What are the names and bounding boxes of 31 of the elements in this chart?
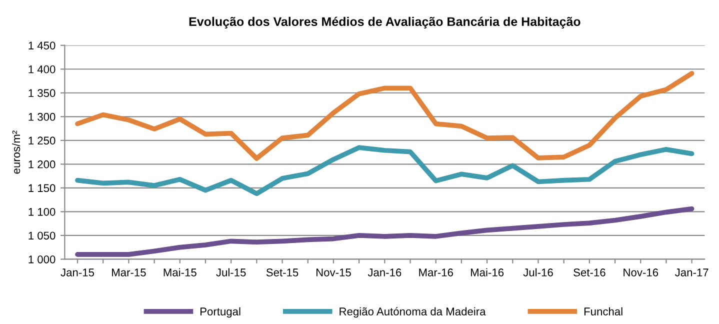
x-tick-label: Mai-15: [164, 268, 196, 276]
y-tick-label: 1 300: [28, 112, 56, 121]
line-series: [75, 206, 694, 257]
x-tick-label: Set-15: [266, 268, 298, 276]
y-tick-label: 1 450: [28, 42, 56, 50]
x-tick-label: Jan-16: [368, 268, 402, 276]
x-tick-label: Nov-15: [316, 268, 351, 276]
line-series: [75, 70, 694, 161]
x-tick-label: Set-16: [574, 268, 606, 276]
y-tick-label: 1 150: [28, 184, 56, 192]
y-tick-label: 1 100: [28, 208, 56, 216]
x-tick-label: Jan-15: [60, 268, 94, 276]
y-tick-label: 1 350: [28, 89, 56, 98]
legend-label: Portugal: [200, 307, 240, 318]
legend-label: Região Autónoma da Madeira: [340, 307, 486, 318]
x-tick-label: Mai-16: [470, 268, 504, 276]
x-tick-label: Jul-16: [523, 268, 553, 276]
y-axis-title: euros/m²: [12, 130, 20, 174]
y-tick-label: 1 400: [28, 65, 56, 74]
y-tick-label: 1 200: [28, 160, 56, 168]
x-tick-label: Jul-15: [216, 268, 246, 276]
line-series: [75, 145, 694, 196]
y-tick-label: 1 050: [28, 232, 56, 240]
x-tick-label: Mar-15: [112, 268, 146, 276]
chart-title: Evolução dos Valores Médios de Avaliação Bancária de Habitação: [189, 16, 580, 29]
y-tick-label: 1 250: [28, 136, 56, 145]
x-tick-label: Nov-16: [624, 268, 658, 276]
x-tick-label: Jan-17: [675, 268, 708, 276]
x-tick-label: Mar-16: [419, 268, 453, 276]
legend-label: Funchal: [584, 307, 622, 316]
y-tick-label: 1 000: [28, 255, 56, 264]
